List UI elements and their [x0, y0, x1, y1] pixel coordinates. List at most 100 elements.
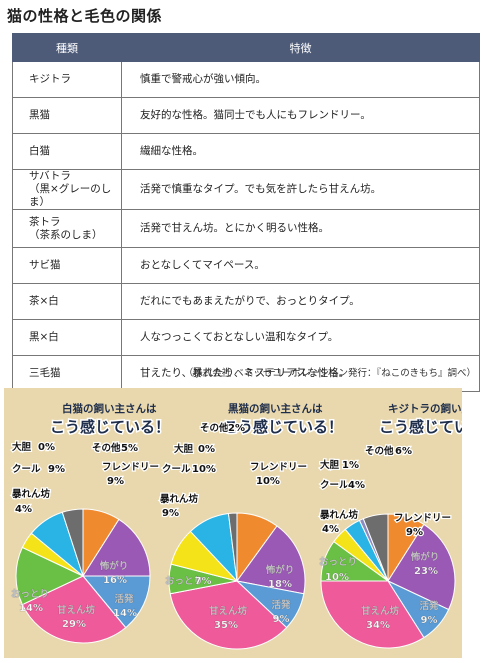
slice-value: 4% [322, 524, 339, 535]
cat-type-cell: 黒×白 [12, 319, 122, 356]
pie-slice-怖がり [82, 518, 151, 577]
slice-label: 暴れん坊 [319, 509, 359, 521]
slice-value: 23% [414, 566, 438, 577]
cat-type-text: 白猫 [29, 145, 50, 157]
slice-label: その他 [365, 445, 394, 457]
pie-slice-活発 [81, 575, 151, 629]
cat-type-text: サビ猫 [29, 259, 61, 271]
slice-label: 大胆 [12, 441, 32, 453]
slice-label: フレンドリー [102, 462, 159, 473]
slice-value: 9% [162, 508, 179, 519]
table-row: 茶トラ （茶系のしま） 活発で甘えん坊。とにかく明るい性格。 [12, 209, 480, 248]
pie-slice-その他 [227, 512, 238, 582]
table-row: 黒猫 友好的な性格。猫同士でも人にもフレンドリー。 [12, 97, 480, 134]
slice-label: 大胆 [174, 443, 194, 455]
table-row: サバトラ （黒×グレーのしま） 活発で慎重なタイプ。でも気を許したら甘えん坊。 [12, 169, 480, 210]
pie-slice-おっとり [15, 546, 85, 606]
slice-value: 10% [325, 572, 349, 583]
pie-slice-甘えん坊 [169, 580, 288, 650]
slice-label: 怖がり [100, 560, 129, 572]
slice-label: 甘えん坊 [361, 605, 400, 617]
slice-value: 9% [273, 614, 290, 625]
cat-type-text: 茶トラ [29, 215, 61, 228]
slice-value: 10% [256, 476, 280, 487]
slice-label: 甘えん坊 [57, 604, 96, 616]
pie-chart-3: キジトラの飼い主さんはこう感じている！ フレンドリー 9% 怖がり 23% 活発 9% 甘えん… [318, 402, 486, 649]
slice-label: 活発 [271, 599, 291, 611]
cat-type-cell: 白猫 [12, 133, 122, 170]
cat-type-text: （茶系のしま） [29, 228, 103, 241]
slice-value: 4% [15, 504, 32, 515]
cat-type-cell: 茶×白 [12, 283, 122, 320]
slice-label: フレンドリー [250, 462, 307, 473]
slice-value: 29% [62, 619, 86, 630]
cat-feature-cell: 活発で慎重なタイプ。でも気を許したら甘えん坊。 [121, 169, 480, 210]
table-row: 三毛猫 甘えたり、暴れたり、ミステリアスな性格。 [12, 355, 480, 392]
chart-title-line-2: こう感じている！ [50, 418, 170, 436]
slice-label: 活発 [114, 593, 134, 605]
cat-type-text: キジトラ [29, 73, 71, 85]
chart-title-line-1: 白猫の飼い主さんは [62, 402, 157, 415]
chart-panel: 白猫の飼い主さんはこう感じている！ フレンドリー 9% 怖がり 16% 活発 14% 甘えん坊… [4, 388, 486, 658]
slice-value: 10% [192, 464, 216, 475]
pie-slice-怖がり [387, 523, 456, 611]
slice-label: 怖がり [411, 551, 440, 563]
slice-value: 16% [103, 575, 127, 586]
slice-value: 9% [421, 615, 438, 626]
table-header-row: 種類 特徴 [12, 33, 480, 62]
slice-value: 34% [366, 620, 390, 631]
slice-label: クール [162, 464, 191, 475]
column-header-type: 種類 [12, 33, 122, 62]
cat-feature-cell: 慎重で警戒心が強い傾向。 [121, 61, 480, 98]
slice-value: 9% [406, 527, 423, 538]
slice-label: おっとり [319, 557, 357, 568]
slice-label: その他 [200, 422, 229, 434]
table-row: 茶×白 だれにでもあまえたがりで、おっとりタイプ。 [12, 283, 480, 320]
slice-label: 大胆 [320, 459, 340, 471]
slice-value: 4% [348, 480, 365, 491]
slice-value: 2% [228, 423, 245, 434]
slice-value: 9% [107, 476, 124, 487]
cat-type-text: 黒猫 [29, 109, 50, 121]
slice-value: 14% [113, 608, 137, 619]
slice-label: おっとり [11, 589, 49, 600]
pie-slice-甘えん坊 [320, 580, 425, 649]
source-note: （株式会社 ベネッセコーポレーション発行：『ねこのきもち』調べ） [183, 368, 476, 379]
column-header-feature: 特徴 [121, 33, 480, 62]
slice-value: 9% [48, 464, 65, 475]
slice-label: クール [320, 480, 349, 491]
pie-slice-その他 [61, 508, 84, 577]
slice-label: 活発 [419, 600, 439, 612]
cat-feature-cell: 甘えたり、暴れたり、ミステリアスな性格。 [121, 355, 480, 392]
cat-type-cell: 黒猫 [12, 97, 122, 134]
table-row: 白猫 繊細な性格。 [12, 133, 480, 170]
pie-slice-その他 [362, 513, 389, 582]
chart-title-line-1: キジトラの飼い主さんは [388, 402, 462, 415]
table-row: 黒×白 人なつっこくておとなしい温和なタイプ。 [12, 319, 480, 356]
cat-feature-cell: だれにでもあまえたがりで、おっとりタイプ。 [121, 283, 480, 320]
chart-title-line-2: こう感じている！ [379, 418, 462, 436]
slice-label: おっとり [165, 576, 203, 587]
slice-value: 35% [214, 620, 238, 631]
cat-type-text: 三毛猫 [29, 367, 61, 379]
cat-feature-cell: おとなしくてマイペース。 [121, 247, 480, 284]
slice-label: その他 [92, 442, 121, 454]
slice-label: 暴れん坊 [11, 488, 51, 500]
chart-title-line-1: 黒猫の飼い主さんは [228, 402, 323, 415]
page-title: 猫の性格と毛色の関係 [7, 7, 163, 25]
slice-label: クール [12, 464, 41, 475]
cat-type-text: （黒×グレーのしま） [29, 183, 112, 208]
cat-type-cell: サビ猫 [12, 247, 122, 284]
cat-type-cell: キジトラ [12, 61, 122, 98]
slice-label: 甘えん坊 [209, 605, 248, 617]
cat-feature-cell: 繊細な性格。 [121, 133, 480, 170]
table-row: キジトラ 慎重で警戒心が強い傾向。 [12, 61, 480, 98]
cat-type-text: サバトラ [29, 170, 71, 182]
slice-label: フレンドリー [394, 513, 451, 524]
slice-value: 18% [268, 579, 292, 590]
cat-type-cell: 茶トラ （茶系のしま） [12, 209, 122, 248]
slice-value: 6% [395, 446, 412, 457]
cat-type-cell: サバトラ （黒×グレーのしま） [12, 169, 122, 210]
